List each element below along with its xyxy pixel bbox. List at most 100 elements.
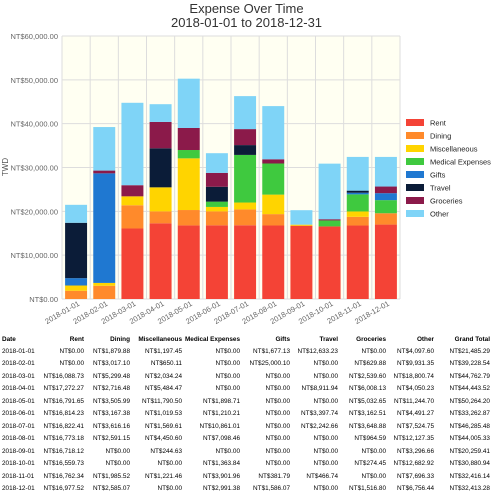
table-cell: NT$0.00 <box>215 360 240 368</box>
table-cell: 2018-08-01 <box>2 435 35 443</box>
table-cell: NT$16,088.73 <box>43 372 84 380</box>
bar-other <box>290 210 313 225</box>
legend-swatch <box>406 210 424 217</box>
table-row: 2018-02-01 NT$0.00 NT$3,017.10 NT$650.11 NT$… <box>1 358 491 371</box>
table-cell: NT$0.00 <box>313 435 338 443</box>
table-row: 2018-03-01 NT$16,088.73 NT$5,299.48 NT$2,03… <box>1 370 491 383</box>
bar-rent <box>121 228 144 299</box>
legend-label: Dining <box>430 132 451 141</box>
table-cell: NT$2,034.24 <box>145 372 182 380</box>
table-cell: NT$0.00 <box>215 372 240 380</box>
stacked-bar-chart: NT$0.00 NT$10,000.00 NT$20,000.00 NT$30,000… <box>1 32 491 326</box>
table-cell: NT$44,443.52 <box>449 385 490 393</box>
table-cell: NT$2,991.38 <box>203 485 240 493</box>
table-row: 2018-06-01 NT$16,814.23 NT$3,167.38 NT$1,01… <box>1 408 491 421</box>
chart-title: Expense Over Time <box>189 1 304 16</box>
bar-other <box>205 153 228 173</box>
bar-miscellaneous <box>262 194 285 215</box>
table-cell: NT$7,696.33 <box>397 472 434 480</box>
bar-miscellaneous <box>346 211 369 217</box>
table-cell: NT$3,167.38 <box>93 410 130 418</box>
table-row: 2018-01-01 NT$0.00 NT$1,879.88 NT$1,197.45 N… <box>1 345 491 358</box>
bar-dining <box>93 285 116 299</box>
table-cell: 2018-03-01 <box>2 372 35 380</box>
y-tick-label: NT$40,000.00 <box>10 120 58 129</box>
bars <box>65 78 397 299</box>
bar-groceries <box>121 185 144 197</box>
table-cell: NT$0.00 <box>157 485 182 493</box>
table-cell: NT$3,901.96 <box>203 472 240 480</box>
table-cell: NT$0.00 <box>313 397 338 405</box>
table-cell: NT$3,505.99 <box>93 397 130 405</box>
bar-dining <box>205 211 228 226</box>
bar-travel <box>234 145 257 155</box>
table-cell: NT$1,221.46 <box>145 472 182 480</box>
table-cell: NT$0.00 <box>215 385 240 393</box>
bar-rent <box>177 225 200 299</box>
bar-other <box>149 104 172 122</box>
column-header: Rent <box>69 335 84 343</box>
table-row: 2018-11-01 NT$16,762.34 NT$1,985.52 NT$1,22… <box>1 470 491 483</box>
table-cell: NT$650.11 <box>150 360 182 368</box>
table-cell: NT$4,050.23 <box>397 385 434 393</box>
table-cell: NT$0.00 <box>265 460 290 468</box>
bar-dining <box>262 214 285 226</box>
bar-other <box>346 156 369 191</box>
table-cell: NT$1,516.80 <box>349 485 386 493</box>
table-cell: NT$7,098.46 <box>203 435 240 443</box>
legend-label: Groceries <box>430 197 463 206</box>
table-cell: NT$274.45 <box>354 460 386 468</box>
table-cell: NT$0.00 <box>105 447 130 455</box>
table-cell: NT$5,032.65 <box>349 397 386 405</box>
table-cell: NT$21,485.29 <box>449 347 490 355</box>
chart-subtitle: 2018-01-01 to 2018-12-31 <box>170 15 323 30</box>
bar-groceries <box>149 121 172 149</box>
table-cell: NT$44,005.33 <box>449 435 490 443</box>
y-tick-label: NT$10,000.00 <box>10 251 58 260</box>
column-header: Date <box>2 335 16 343</box>
bar-medical-expenses <box>318 220 341 227</box>
bar-miscellaneous <box>149 187 172 212</box>
table-cell: NT$466.74 <box>306 472 338 480</box>
legend-swatch <box>406 171 424 178</box>
data-table: Date Rent Dining Miscellaneous Medical Expen… <box>1 333 491 495</box>
table-cell: 2018-10-01 <box>2 460 35 468</box>
table-body: 2018-01-01 NT$0.00 NT$1,879.88 NT$1,197.45 N… <box>1 345 491 495</box>
table-cell: NT$4,450.60 <box>145 435 182 443</box>
y-tick-label: NT$20,000.00 <box>10 207 58 216</box>
bar-rent <box>318 226 341 299</box>
column-header: Travel <box>319 335 338 343</box>
bar-miscellaneous <box>121 196 144 206</box>
table-cell: NT$0.00 <box>265 435 290 443</box>
table-cell: NT$5,484.47 <box>145 385 182 393</box>
table-cell: NT$16,822.41 <box>43 422 84 430</box>
table-cell: NT$33,262.87 <box>449 410 490 418</box>
table-cell: NT$46,285.48 <box>449 422 490 430</box>
table-cell: NT$16,773.18 <box>43 435 84 443</box>
table-cell: NT$629.88 <box>354 360 386 368</box>
bar-other <box>93 127 116 171</box>
table-cell: NT$0.00 <box>59 347 84 355</box>
bar-dining <box>177 210 200 226</box>
bar-miscellaneous <box>65 285 88 291</box>
table-cell: NT$0.00 <box>313 372 338 380</box>
table-cell: NT$18,800.74 <box>393 372 434 380</box>
bar-dining <box>374 213 397 225</box>
table-cell: 2018-01-01 <box>2 347 35 355</box>
bar-groceries <box>205 172 228 187</box>
table-cell: NT$39,228.54 <box>449 360 490 368</box>
bar-rent <box>205 225 228 299</box>
bar-travel <box>205 186 228 202</box>
table-cell: NT$16,814.23 <box>43 410 84 418</box>
table-cell: NT$0.00 <box>313 460 338 468</box>
table-cell: NT$8,911.94 <box>301 385 338 393</box>
table-cell: NT$1,363.84 <box>203 460 240 468</box>
bar-medical-expenses <box>177 150 200 159</box>
table-cell: NT$1,879.88 <box>93 347 130 355</box>
bar-rent <box>374 224 397 299</box>
table-cell: NT$1,985.52 <box>93 472 130 480</box>
bar-gifts <box>65 278 88 286</box>
legend-label: Medical Expenses <box>430 158 491 167</box>
table-cell: NT$0.00 <box>313 360 338 368</box>
table-cell: NT$0.00 <box>265 447 290 455</box>
